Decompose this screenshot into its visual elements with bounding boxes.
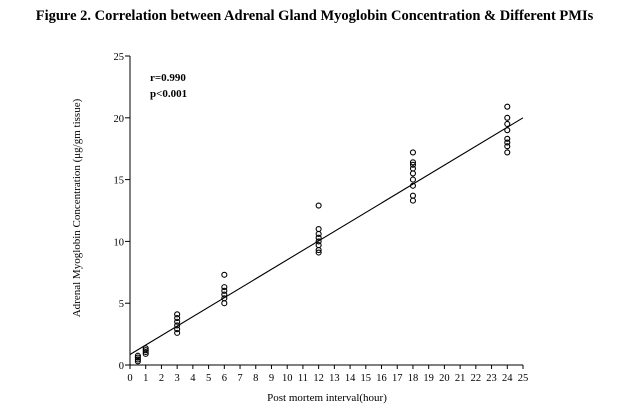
data-point (134, 356, 141, 363)
chart-regression (129, 117, 524, 355)
x-tick-label: 1 (143, 373, 148, 384)
x-tick-label: 21 (455, 373, 466, 384)
data-point (315, 242, 322, 249)
x-tick-label: 24 (502, 373, 513, 384)
data-point (134, 354, 141, 361)
x-tick-label: 4 (190, 373, 196, 384)
data-point (504, 120, 511, 128)
x-tick-label: 6 (222, 373, 227, 384)
y-tick-label: 0 (119, 361, 124, 372)
chart-axes (129, 56, 523, 366)
data-point (174, 322, 181, 329)
x-tick-label: 2 (159, 373, 164, 384)
y-tick-label: 25 (114, 52, 125, 63)
data-point (221, 271, 228, 278)
data-point (409, 165, 417, 172)
annotation-r: r=0.990 (150, 72, 186, 84)
data-point (409, 149, 417, 156)
y-tick-label: 10 (114, 237, 125, 248)
data-point (174, 311, 181, 318)
data-point (504, 135, 511, 142)
x-tick-label: 22 (471, 373, 482, 384)
data-point (221, 287, 228, 294)
data-point (409, 176, 417, 183)
x-tick-label: 15 (361, 373, 372, 384)
data-point (504, 114, 511, 121)
x-tick-label: 18 (408, 373, 419, 384)
x-tick-label: 0 (127, 373, 132, 384)
x-tick-label: 8 (253, 373, 258, 384)
x-tick-label: 20 (439, 373, 450, 384)
x-tick-label: 10 (282, 373, 293, 384)
figure-title: Figure 2. Correlation between Adrenal Gl… (35, 8, 594, 24)
regression-line (129, 117, 524, 355)
data-point (142, 347, 149, 354)
annotation-p: p<0.001 (150, 88, 187, 100)
data-point (409, 192, 417, 199)
data-point (315, 202, 322, 209)
data-point (409, 161, 417, 168)
x-axis-label: Post mortem interval(hour) (267, 392, 387, 404)
x-tick-label: 16 (376, 373, 387, 384)
data-point (142, 350, 149, 357)
data-point (315, 225, 322, 233)
x-tick-label: 23 (486, 373, 497, 384)
x-tick-label: 9 (269, 373, 274, 384)
data-point (409, 197, 417, 204)
data-point (315, 249, 322, 256)
data-point (142, 348, 149, 356)
data-point (409, 159, 417, 166)
x-tick-label: 7 (237, 373, 242, 384)
data-point (134, 358, 141, 365)
data-point (221, 300, 228, 307)
x-tick-label: 19 (423, 373, 434, 384)
data-point (504, 143, 511, 150)
x-tick-label: 5 (206, 373, 211, 384)
y-tick-label: 15 (114, 176, 125, 187)
data-point (221, 295, 228, 302)
data-point (504, 139, 511, 146)
data-point (134, 352, 141, 359)
x-tick-label: 11 (298, 373, 308, 384)
data-point (174, 314, 181, 322)
x-tick-label: 14 (345, 373, 356, 384)
chart-points (134, 103, 511, 365)
x-tick-label: 12 (313, 373, 324, 384)
x-tick-label: 17 (392, 373, 403, 384)
y-axis-label: Adrenal Myoglobin Concentration (μg/gm t… (71, 98, 83, 317)
data-point (174, 329, 181, 336)
data-point (221, 284, 228, 291)
y-tick-label: 5 (119, 299, 124, 310)
chart-ticks: 0 1 2 3 4 5 6 7 8 9 10 11 12 13 14 15 16 17 18 19 20 21 22 23 24… (114, 52, 529, 384)
data-point (315, 238, 322, 245)
y-tick-label: 20 (114, 114, 125, 125)
x-tick-label: 3 (175, 373, 180, 384)
data-point (174, 318, 181, 325)
data-point (142, 345, 149, 352)
data-point (504, 103, 511, 110)
data-point (315, 234, 322, 241)
data-point (409, 170, 417, 177)
x-tick-label: 13 (329, 373, 340, 384)
data-point (504, 149, 511, 156)
x-tick-label: 25 (518, 373, 529, 384)
